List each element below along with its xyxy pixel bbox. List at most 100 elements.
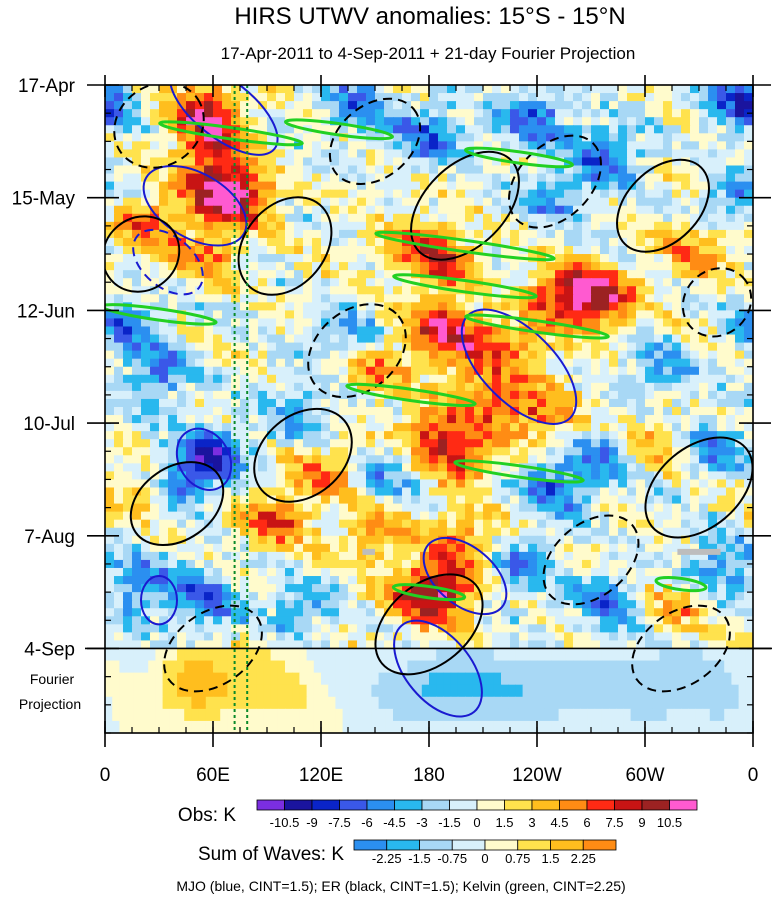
obs-cell [312, 616, 322, 625]
obs-cell [339, 181, 349, 191]
obs-cell [141, 576, 151, 585]
obs-cell [681, 157, 691, 167]
obs-cell [123, 229, 133, 239]
obs-cell [672, 398, 682, 408]
obs-cell [285, 109, 295, 118]
obs-cell [465, 213, 475, 223]
obs-cell [258, 576, 268, 585]
obs-cell [339, 278, 349, 287]
obs-cell [537, 463, 547, 472]
obs-cell [546, 471, 556, 481]
obs-cell [456, 173, 466, 183]
obs-cell [564, 221, 574, 231]
obs-cell [114, 93, 124, 102]
obs-cell [285, 616, 295, 625]
obs-cell [132, 398, 142, 408]
obs-cell [321, 245, 331, 255]
obs-cell [195, 551, 205, 561]
obs-cell [105, 254, 115, 263]
obs-cell [105, 535, 115, 545]
obs-cell [456, 117, 466, 126]
obs-cell [339, 576, 349, 585]
obs-cell [528, 495, 538, 505]
obs-cell [204, 551, 214, 561]
obs-cell [573, 527, 583, 537]
obs-cell [312, 101, 322, 110]
obs-cell [339, 632, 349, 642]
obs-cell [744, 608, 753, 617]
obs-cell [690, 535, 700, 545]
obs-cell [402, 390, 412, 400]
obs-cell [537, 374, 547, 384]
obs-cell [627, 527, 637, 537]
obs-cell [105, 487, 115, 497]
obs-cell [366, 374, 376, 384]
obs-cell [384, 197, 394, 207]
obs-cell [285, 551, 295, 561]
obs-cell [582, 616, 592, 625]
obs-cell [528, 205, 538, 215]
obs-cell [321, 262, 331, 271]
obs-cell [384, 101, 394, 110]
obs-cell [726, 382, 736, 392]
obs-cell [339, 439, 349, 448]
obs-cell [636, 245, 646, 255]
obs-cell [447, 503, 457, 513]
obs-cell [456, 221, 466, 231]
obs-cell [420, 382, 430, 392]
obs-cell [393, 85, 403, 94]
obs-cell [519, 576, 529, 585]
obs-cell [132, 374, 142, 384]
obs-cell [267, 286, 277, 295]
obs-cell [708, 535, 718, 545]
obs-cell [330, 213, 340, 223]
obs-cell [393, 254, 403, 263]
obs-cell [294, 326, 304, 336]
obs-cell [438, 85, 448, 94]
obs-cell [303, 350, 313, 360]
obs-cell [600, 463, 610, 472]
obs-cell [114, 479, 124, 489]
obs-cell [654, 519, 664, 529]
obs-cell [375, 495, 385, 505]
obs-cell [519, 302, 529, 311]
obs-cell [429, 85, 439, 94]
obs-cell [222, 358, 232, 368]
obs-cell [357, 382, 367, 392]
obs-cell [186, 133, 196, 142]
obs-cell [672, 366, 682, 376]
obs-cell [303, 487, 313, 497]
obs-cell [303, 511, 313, 521]
obs-cell [519, 559, 529, 569]
obs-cell [501, 431, 511, 440]
obs-cell [699, 366, 709, 376]
obs-cell [699, 511, 709, 521]
obs-cell [204, 439, 214, 448]
obs-cell [420, 600, 430, 609]
obs-cell [177, 93, 187, 102]
obs-cell [699, 342, 709, 352]
obs-cell [591, 189, 601, 199]
obs-cell [726, 431, 736, 440]
obs-cell [186, 181, 196, 191]
obs-cell [645, 511, 655, 521]
obs-cell [276, 527, 286, 537]
obs-cell [438, 447, 448, 456]
obs-cell [384, 141, 394, 150]
obs-cell [141, 584, 151, 593]
obs-cell [132, 278, 142, 287]
obs-cell [231, 439, 241, 448]
obs-cell [141, 350, 151, 360]
obs-cell [366, 117, 376, 126]
obs-cell [240, 286, 250, 295]
obs-cell [312, 302, 322, 311]
obs-cell [618, 527, 628, 537]
obs-cell [348, 398, 358, 408]
obs-cell [717, 334, 727, 344]
obs-cell [240, 471, 250, 481]
obs-cell [429, 350, 439, 360]
obs-cell [609, 567, 619, 577]
obs-cell [519, 447, 529, 456]
obs-cell [204, 471, 214, 481]
obs-cell [600, 302, 610, 311]
